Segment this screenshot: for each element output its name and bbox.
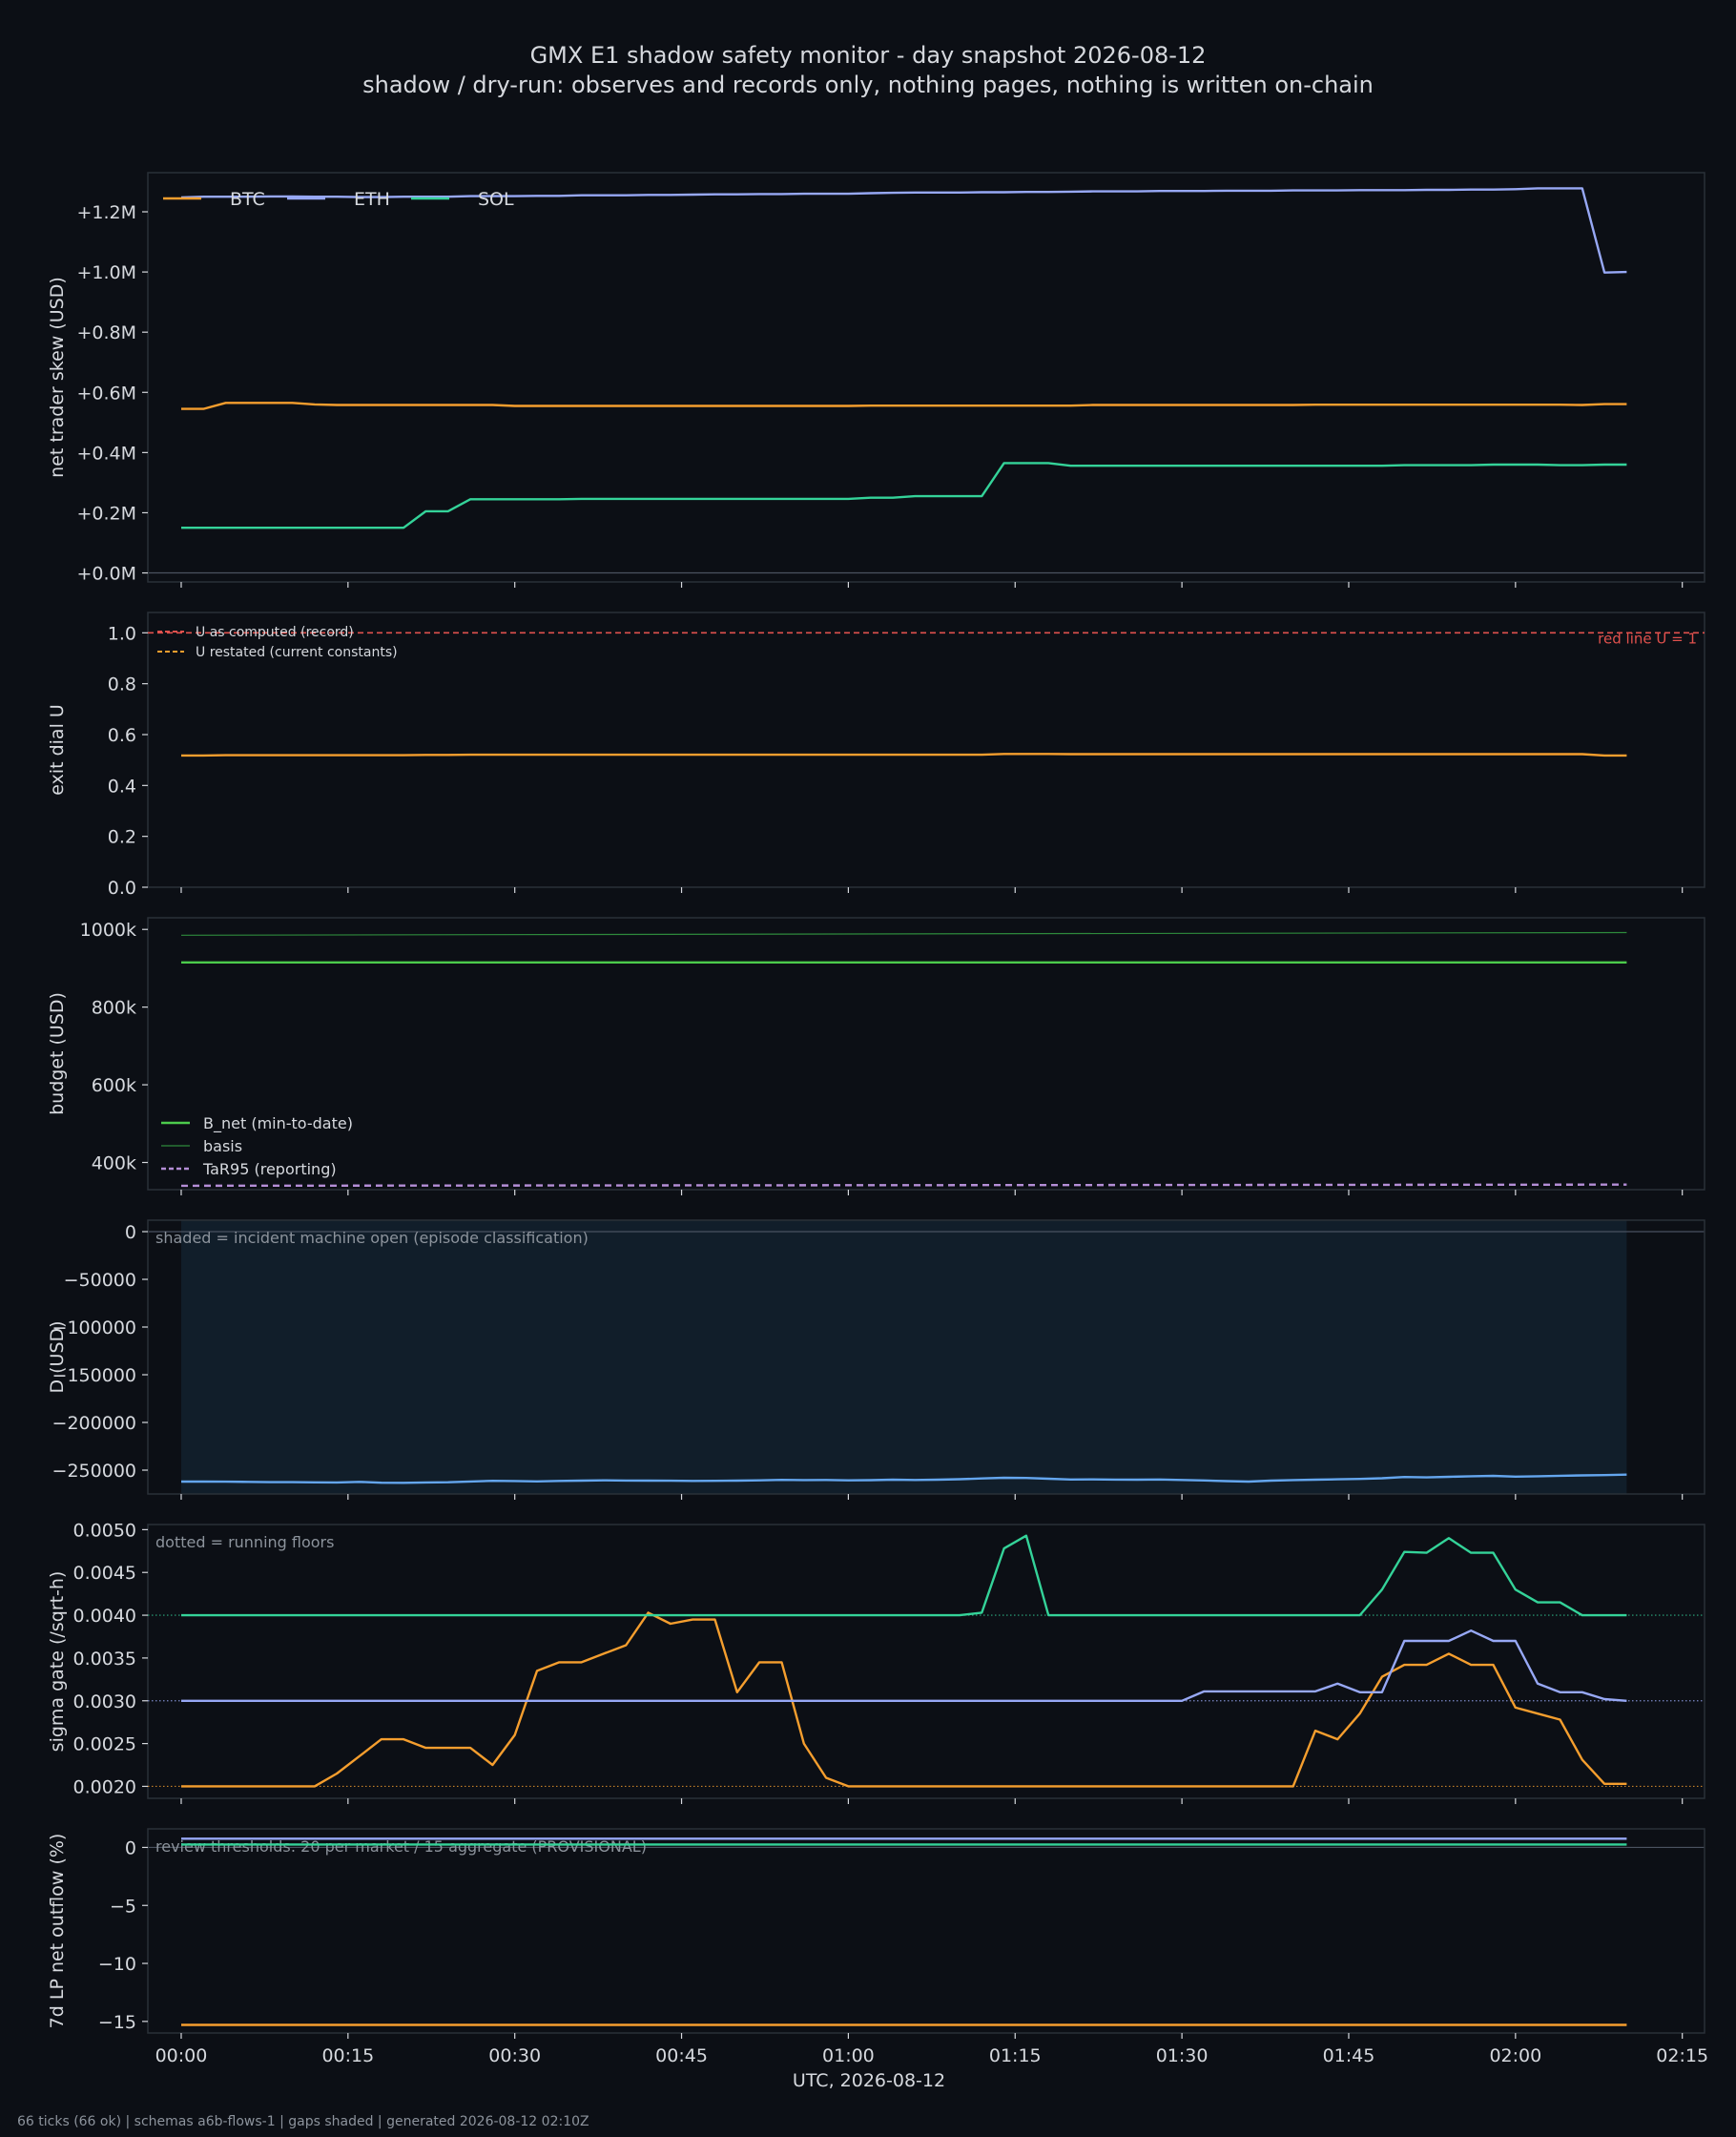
panel-frame — [147, 172, 1705, 583]
y-tick-label: −5 — [110, 1896, 136, 1917]
panel-exit: 0.0 0.2 0.4 0.6 0.8 1.0 exit dial U red line U … — [47, 612, 1705, 899]
x-tick-label: 00:45 — [655, 2045, 708, 2066]
panel-d: 0 −50000 −100000 −150000 −200000 −250000 D (US… — [47, 1219, 1705, 1500]
y-tick-label: +1.0M — [76, 262, 136, 283]
y-axis-label: 7d LP net outflow (%) — [47, 1834, 68, 2029]
series-line-sigma-2 — [181, 1534, 1627, 1617]
y-tick-label: 0 — [125, 1837, 136, 1858]
panel-budget: 400k 600k 800k 1000k budget (USD) B_net (min-… — [47, 917, 1705, 1195]
y-tick-label: −10 — [98, 1954, 136, 1975]
y-axis-label: sigma gate (/sqrt-h) — [47, 1571, 68, 1753]
panel-skew: +0.0M +0.2M +0.4M +0.6M +0.8M +1.0M +1.2M net t… — [47, 172, 1705, 588]
legend-label: U restated (current constants) — [196, 645, 398, 660]
y-tick-label: 400k — [92, 1153, 136, 1174]
y-tick-label: −150000 — [52, 1365, 136, 1386]
legend-label-eth: ETH — [354, 189, 390, 210]
series-line-d-0 — [181, 1473, 1627, 1484]
panel-frame — [147, 1828, 1705, 2034]
legend-label-btc: BTC — [230, 189, 265, 210]
x-tick-label: 01:45 — [1323, 2045, 1375, 2066]
panel-annotation: dotted = running floors — [155, 1533, 334, 1551]
y-tick-label: +0.6M — [76, 383, 136, 404]
x-tick-label: 00:30 — [488, 2045, 541, 2066]
x-tick-label: 02:00 — [1489, 2045, 1541, 2066]
x-tick-label: 01:00 — [822, 2045, 875, 2066]
y-tick-label: 1000k — [80, 920, 136, 941]
legend-label-sol: SOL — [478, 189, 514, 210]
y-tick-label: 0.4 — [108, 776, 136, 797]
y-axis-label: exit dial U — [47, 704, 68, 796]
legend-label: B_net (min-to-date) — [203, 1114, 353, 1133]
legend-label: TaR95 (reporting) — [202, 1160, 337, 1178]
y-tick-label: +0.8M — [76, 322, 136, 343]
y-tick-label: −100000 — [52, 1317, 136, 1338]
y-tick-label: 1.0 — [108, 623, 136, 644]
y-tick-label: 800k — [92, 998, 136, 1019]
panel-sigma: 0.0020 0.0025 0.0030 0.0035 0.0040 0.0045 0.00… — [47, 1520, 1705, 1804]
y-tick-label: −200000 — [52, 1413, 136, 1434]
panel-frame — [147, 1524, 1705, 1799]
x-tick-label: 00:15 — [321, 2045, 374, 2066]
panel-frame — [147, 612, 1705, 888]
y-tick-label: 0.0025 — [73, 1734, 136, 1755]
y-tick-label: +0.0M — [76, 564, 136, 585]
y-tick-label: 0.0045 — [73, 1563, 136, 1584]
y-tick-label: +0.2M — [76, 503, 136, 524]
y-tick-label: 0.0050 — [73, 1520, 136, 1541]
y-tick-label: +0.4M — [76, 443, 136, 464]
y-tick-label: 0.0020 — [73, 1776, 136, 1797]
panel-frame — [147, 1219, 1705, 1495]
chart-subtitle: shadow / dry-run: observes and records o… — [362, 72, 1374, 98]
series-line-skew-sol — [181, 462, 1627, 529]
y-axis-label: budget (USD) — [47, 992, 68, 1115]
shaded-incident-region — [180, 1220, 1627, 1494]
y-axis-label: D (USD) — [47, 1320, 68, 1393]
panel-annotation: review thresholds: 20 per market / 15 ag… — [155, 1837, 647, 1856]
y-tick-label: −50000 — [64, 1270, 136, 1291]
series-line-skew-eth — [180, 187, 1627, 274]
y-tick-label: −15 — [98, 2012, 136, 2033]
y-tick-label: 0.6 — [108, 725, 136, 746]
y-tick-label: 0.0035 — [73, 1649, 136, 1670]
footer-status: 66 ticks (66 ok) | schemas a6b-flows-1 |… — [17, 2114, 589, 2129]
y-tick-label: 0.8 — [108, 674, 136, 695]
legend-label: basis — [203, 1137, 242, 1155]
x-tick-label: 01:15 — [989, 2045, 1042, 2066]
panel-annotation: shaded = incident machine open (episode … — [155, 1229, 589, 1247]
x-axis-label: UTC, 2026-08-12 — [793, 2070, 945, 2091]
series-line-exit-2 — [181, 753, 1627, 757]
x-tick-label: 01:30 — [1156, 2045, 1209, 2066]
y-tick-label: 0 — [125, 1222, 136, 1243]
series-line-budget-basis — [180, 931, 1627, 936]
y-tick-label: 600k — [92, 1075, 136, 1096]
y-tick-label: 0.2 — [108, 827, 136, 848]
y-axis-label: net trader skew (USD) — [47, 277, 68, 478]
y-tick-label: 0.0 — [108, 878, 136, 899]
chart-title: GMX E1 shadow safety monitor - day snaps… — [530, 42, 1207, 69]
series-line-sigma-1 — [181, 1629, 1627, 1703]
panel-lp: 0 −5 −10 −15 7d LP net outflow (%) review thr… — [47, 1828, 1708, 2066]
x-tick-label: 02:15 — [1656, 2045, 1708, 2066]
series-line-sigma-0 — [181, 1611, 1627, 1788]
panels: +0.0M +0.2M +0.4M +0.6M +0.8M +1.0M +1.2M net t… — [47, 172, 1708, 2066]
legend-label: U as computed (record) — [196, 625, 354, 640]
y-tick-label: +1.2M — [76, 202, 136, 223]
y-tick-label: 0.0030 — [73, 1691, 136, 1712]
red-line-annotation: red line U = 1 — [1598, 630, 1697, 647]
series-line-skew-btc — [181, 402, 1627, 410]
y-tick-label: −250000 — [52, 1461, 136, 1482]
panel-frame — [147, 917, 1705, 1191]
y-tick-label: 0.0040 — [73, 1606, 136, 1627]
series-line-budget-tar95-reporting- — [180, 1183, 1627, 1188]
x-tick-label: 00:00 — [155, 2045, 208, 2066]
